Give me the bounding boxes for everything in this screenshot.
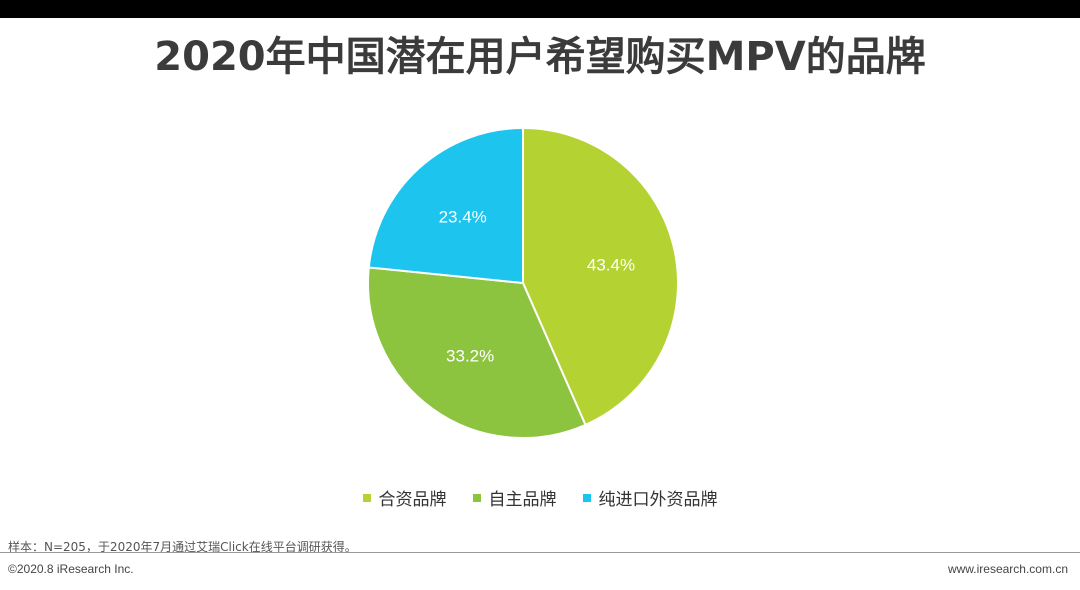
pie-value-label-2: 23.4% (439, 207, 487, 226)
source-note: 样本：N=205，于2020年7月通过艾瑞Click在线平台调研获得。 (8, 540, 357, 554)
pie-value-label-0: 43.4% (587, 255, 635, 274)
legend-label-1: 自主品牌 (488, 490, 557, 510)
legend-label-2: 纯进口外资品牌 (598, 490, 718, 510)
pie-value-label-1: 33.2% (446, 347, 494, 366)
pie-slice-2 (367, 126, 524, 285)
top-black-bar (0, 0, 1080, 18)
footer-copyright: ©2020.8 iResearch Inc. (8, 562, 134, 576)
legend-item-0: 合资品牌 (362, 485, 447, 510)
footer-divider (0, 552, 1080, 553)
legend-label-0: 合资品牌 (378, 490, 447, 510)
legend-swatch-0 (362, 493, 371, 502)
legend-swatch-2 (582, 493, 591, 502)
chart-title: 2020年中国潜在用户希望购买MPV的品牌 (154, 34, 926, 80)
pie-slice-1 (367, 266, 587, 439)
chart-legend: 合资品牌 自主品牌 纯进口外资品牌 (0, 485, 1080, 510)
pie-slice-0 (522, 126, 679, 427)
legend-item-2: 纯进口外资品牌 (582, 485, 718, 510)
legend-swatch-1 (472, 493, 481, 502)
chart-canvas: 2020年中国潜在用户希望购买MPV的品牌 43.4% 33.2% 23.4% 合资… (0, 18, 1080, 590)
pie-chart: 43.4% 33.2% 23.4% (367, 126, 679, 439)
footer-website: www.iresearch.com.cn (947, 562, 1068, 576)
legend-item-1: 自主品牌 (472, 485, 557, 510)
